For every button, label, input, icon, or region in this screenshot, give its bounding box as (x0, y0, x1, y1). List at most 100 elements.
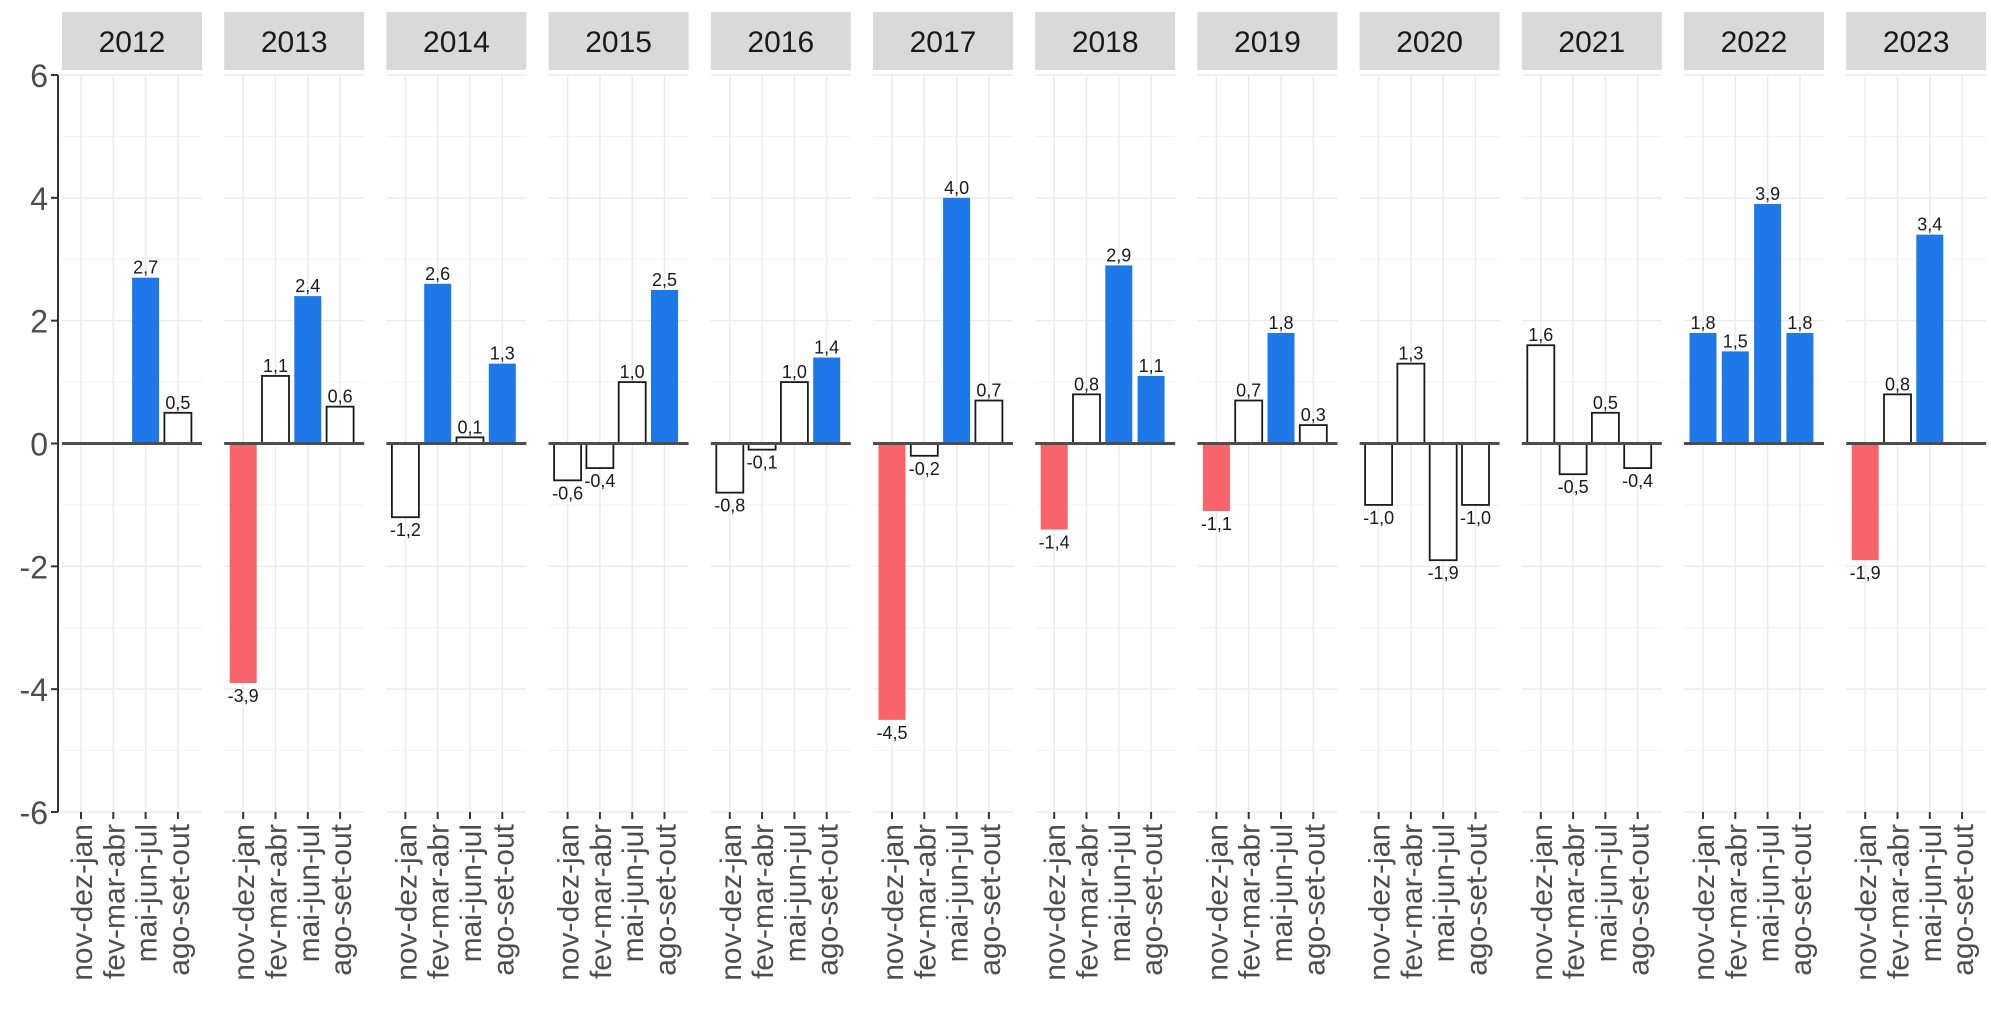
x-tick-label: ago-set-out (650, 823, 683, 975)
facet-panel-2018: 2018 -1,4 0,8 2,9 1,1 nov-dez-jan fev-mar-abr m… (1035, 12, 1176, 981)
bar-2022-ago-set-out (1786, 332, 1814, 444)
x-tick-label: nov-dez-jan (66, 824, 99, 981)
bar-2018-mai-jun-jul (1105, 265, 1133, 444)
x-tick-label: nov-dez-jan (1201, 824, 1234, 981)
bar-2013-ago-set-out (325, 405, 355, 445)
facet-strip-label: 2019 (1234, 26, 1301, 59)
bar-2023-nov-dez-jan (1851, 443, 1879, 561)
x-tick-label: nov-dez-jan (390, 824, 423, 981)
bar-2021-fev-mar-abr (1558, 442, 1588, 476)
bar-value-label: -1,9 (1850, 563, 1881, 583)
x-tick-label: mai-jun-jul (1428, 824, 1461, 962)
bar-2016-ago-set-out (813, 357, 841, 444)
x-tick-label: ago-set-out (1947, 823, 1980, 975)
x-tick-label: fev-mar-abr (909, 824, 942, 979)
x-tick-label: fev-mar-abr (1234, 824, 1267, 979)
x-tick-label: mai-jun-jul (455, 824, 488, 962)
bar-value-label: 0,6 (328, 387, 353, 407)
bar-2023-mai-jun-jul (1916, 234, 1944, 444)
y-tick-label: 2 (30, 304, 48, 340)
bar-2015-mai-jun-jul (617, 381, 647, 445)
y-tick-label: -6 (20, 795, 48, 831)
bar-value-label: 0,8 (1885, 374, 1910, 394)
facet-panel-2020: 2020 -1,0 1,3 -1,9 -1,0 nov-dez-jan fev-mar-ab… (1359, 12, 1500, 981)
bar-2012-mai-jun-jul (132, 277, 160, 444)
x-tick-label: mai-jun-jul (942, 824, 975, 962)
bar-value-label: -0,1 (747, 453, 778, 473)
bar-2017-nov-dez-jan (878, 443, 906, 720)
x-tick-label: nov-dez-jan (1688, 824, 1721, 981)
bar-value-label: -1,0 (1363, 508, 1394, 528)
bar-2022-nov-dez-jan (1689, 332, 1717, 444)
facet-panel-2016: 2016 -0,8 -0,1 1,0 1,4 nov-dez-jan fev-mar-abr… (710, 12, 851, 981)
bar-2014-nov-dez-jan (390, 442, 420, 519)
bar-2020-ago-set-out (1461, 442, 1490, 506)
facet-strip (1521, 12, 1662, 70)
bar-value-label: 4,0 (944, 178, 969, 198)
x-tick-label: fev-mar-abr (1720, 824, 1753, 979)
facet-strip (62, 12, 202, 70)
x-tick-label: mai-jun-jul (1266, 824, 1299, 962)
bar-value-label: 0,5 (165, 393, 190, 413)
facet-strip-label: 2021 (1558, 26, 1625, 59)
bar-value-label: -1,9 (1428, 563, 1459, 583)
bar-2020-mai-jun-jul (1428, 442, 1458, 562)
x-tick-label: nov-dez-jan (1364, 824, 1397, 981)
bar-value-label: -0,2 (909, 459, 940, 479)
facet-strip (873, 12, 1013, 70)
bar-2013-mai-jun-jul (294, 296, 322, 444)
x-tick-label: mai-jun-jul (293, 824, 326, 962)
y-tick-label: 4 (30, 181, 48, 217)
bar-value-label: 1,8 (1268, 313, 1293, 333)
x-tick-label: ago-set-out (1136, 823, 1169, 975)
x-tick-label: mai-jun-jul (1590, 824, 1623, 962)
x-tick-label: ago-set-out (812, 823, 845, 975)
facet-strip (1197, 12, 1338, 70)
x-tick-label: ago-set-out (1785, 823, 1818, 975)
bar-value-label: 1,3 (1398, 344, 1423, 364)
bar-value-label: 1,8 (1690, 313, 1715, 333)
bar-2022-mai-jun-jul (1754, 203, 1782, 444)
bar-2018-ago-set-out (1137, 375, 1165, 444)
facet-strip-label: 2013 (261, 26, 328, 59)
bar-value-label: -0,4 (584, 471, 615, 491)
bar-value-label: 0,7 (1236, 381, 1261, 401)
y-axis: 6 4 2 0 -2 -4 -6 (20, 58, 59, 831)
bar-2021-ago-set-out (1623, 442, 1653, 469)
facet-strip-label: 2022 (1721, 26, 1788, 59)
bar-2014-ago-set-out (488, 363, 516, 444)
bar-2019-ago-set-out (1298, 424, 1328, 445)
bar-2013-nov-dez-jan (229, 443, 257, 684)
facet-panel-2015: 2015 -0,6-0,4 1,0 2,5 nov-dez-jan fev-mar-abr… (548, 12, 689, 981)
bar-value-label: -0,4 (1622, 471, 1653, 491)
x-tick-label: mai-jun-jul (1753, 824, 1786, 962)
bar-value-label: -0,5 (1558, 477, 1589, 497)
bar-value-label: -0,8 (714, 496, 745, 516)
x-tick-label: ago-set-out (163, 823, 196, 975)
bar-value-label: 1,0 (782, 362, 807, 382)
bar-value-label: -0,6 (552, 483, 583, 503)
bar-value-label: 0,8 (1074, 374, 1099, 394)
facet-strip (548, 12, 689, 70)
bar-2017-mai-jun-jul (943, 197, 971, 444)
bar-value-label: 2,9 (1106, 245, 1131, 265)
bar-2022-fev-mar-abr (1721, 351, 1749, 444)
bar-value-label: 1,6 (1528, 325, 1553, 345)
x-tick-label: nov-dez-jan (1039, 824, 1072, 981)
bar-2015-ago-set-out (651, 289, 678, 444)
bar-value-label: 0,5 (1593, 393, 1618, 413)
x-tick-label: fev-mar-abr (423, 824, 456, 979)
bar-2015-nov-dez-jan (553, 442, 582, 482)
x-tick-label: fev-mar-abr (1558, 824, 1591, 979)
bar-value-label: -1,1 (1201, 514, 1232, 534)
bar-value-label: 0,1 (457, 417, 482, 437)
x-tick-label: fev-mar-abr (747, 824, 780, 979)
x-tick-label: fev-mar-abr (1396, 824, 1429, 979)
x-tick-label: fev-mar-abr (261, 824, 294, 979)
bar-value-label: -3,9 (228, 686, 259, 706)
bar-value-label: -4,5 (876, 723, 907, 743)
bar-2013-fev-mar-abr (261, 375, 290, 445)
bar-value-label: 0,7 (976, 381, 1001, 401)
facet-panel-2012: 2012 2,7 0,5 nov-dez-jan fev-mar-abr mai-jun-… (62, 12, 202, 981)
